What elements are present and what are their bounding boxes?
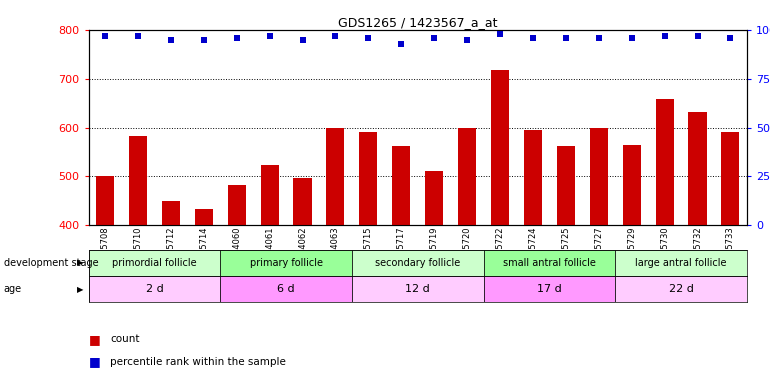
Bar	[360, 132, 377, 225]
Point	[527, 35, 539, 41]
Bar	[220, 250, 352, 276]
Bar	[484, 276, 615, 302]
Point	[560, 35, 572, 41]
Point	[296, 37, 309, 43]
Point	[198, 37, 210, 43]
Bar	[655, 99, 674, 225]
Point	[428, 35, 440, 41]
Text: 22 d: 22 d	[668, 284, 694, 294]
Point	[691, 33, 704, 39]
Bar	[293, 178, 312, 225]
Bar	[484, 250, 615, 276]
Bar	[228, 185, 246, 225]
Point	[625, 35, 638, 41]
Bar	[615, 276, 747, 302]
Bar	[615, 250, 747, 276]
Bar	[220, 276, 352, 302]
Point	[658, 33, 671, 39]
Text: 2 d: 2 d	[146, 284, 163, 294]
Point	[461, 37, 474, 43]
Text: large antral follicle: large antral follicle	[635, 258, 727, 268]
Text: secondary follicle: secondary follicle	[375, 258, 460, 268]
Text: small antral follicle: small antral follicle	[503, 258, 596, 268]
Bar	[688, 112, 707, 225]
Point	[330, 33, 342, 39]
Bar	[557, 146, 575, 225]
Point	[725, 35, 737, 41]
Text: ■: ■	[89, 356, 100, 368]
Point	[132, 33, 144, 39]
Bar	[524, 130, 542, 225]
Bar	[425, 171, 444, 225]
Text: percentile rank within the sample: percentile rank within the sample	[110, 357, 286, 367]
Text: 6 d: 6 d	[277, 284, 295, 294]
Text: ■: ■	[89, 333, 100, 346]
Text: 12 d: 12 d	[405, 284, 430, 294]
Bar	[458, 129, 476, 225]
Bar	[89, 250, 220, 276]
Text: ▶: ▶	[77, 258, 83, 267]
Text: ▶: ▶	[77, 285, 83, 294]
Point	[165, 37, 177, 43]
Point	[593, 35, 605, 41]
Point	[362, 35, 374, 41]
Bar	[721, 132, 739, 225]
Text: count: count	[110, 334, 139, 344]
Bar	[352, 276, 484, 302]
Point	[230, 35, 243, 41]
Text: development stage: development stage	[4, 258, 99, 268]
Bar	[326, 129, 344, 225]
Bar	[96, 176, 114, 225]
Bar	[162, 201, 180, 225]
Point	[99, 33, 111, 39]
Bar	[352, 250, 484, 276]
Point	[395, 40, 407, 46]
Text: age: age	[4, 284, 22, 294]
Bar	[260, 165, 279, 225]
Text: 17 d: 17 d	[537, 284, 562, 294]
Bar	[129, 136, 147, 225]
Bar	[623, 145, 641, 225]
Title: GDS1265 / 1423567_a_at: GDS1265 / 1423567_a_at	[338, 16, 497, 29]
Bar	[590, 128, 608, 225]
Text: primary follicle: primary follicle	[249, 258, 323, 268]
Bar	[392, 146, 410, 225]
Bar	[195, 209, 213, 225]
Text: primordial follicle: primordial follicle	[112, 258, 196, 268]
Bar	[491, 70, 509, 225]
Point	[494, 31, 506, 37]
Point	[263, 33, 276, 39]
Bar	[89, 276, 220, 302]
